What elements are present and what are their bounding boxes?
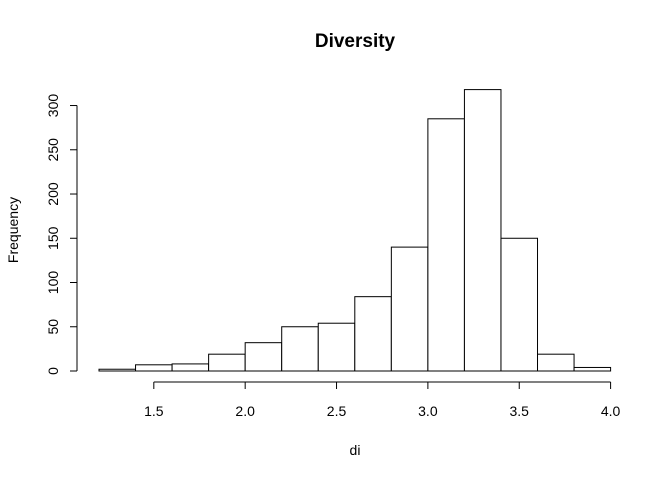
x-tick-label: 4.0 xyxy=(601,403,621,419)
y-tick-label: 100 xyxy=(45,271,61,295)
histogram-bar xyxy=(317,322,356,372)
histogram-bar xyxy=(537,353,575,372)
y-tick-label: 0 xyxy=(45,367,61,375)
x-tick-label: 1.5 xyxy=(144,403,164,419)
histogram-bar xyxy=(281,326,319,372)
histogram-bar xyxy=(98,368,137,372)
histogram-bar xyxy=(135,364,173,372)
histogram-bar xyxy=(208,353,246,372)
y-tick-label: 300 xyxy=(45,94,61,118)
y-tick-label: 150 xyxy=(45,226,61,250)
x-tick-label: 2.0 xyxy=(235,403,255,419)
x-axis: 1.5 2.0 2.5 3.0 3.5 4.0 xyxy=(144,381,621,419)
histogram-bar xyxy=(390,246,429,372)
histogram-bar xyxy=(573,366,612,372)
histogram-bar xyxy=(427,118,465,372)
histogram-bar xyxy=(463,89,502,372)
x-tick-label: 2.5 xyxy=(327,403,347,419)
histogram-bars xyxy=(98,89,612,372)
x-tick-label: 3.0 xyxy=(418,403,438,419)
chart-title: Diversity xyxy=(315,31,396,52)
histogram-bar xyxy=(500,237,539,372)
y-tick-label: 50 xyxy=(45,319,61,335)
histogram-bar xyxy=(171,363,210,372)
histogram-bar xyxy=(354,296,392,372)
y-tick-label: 250 xyxy=(45,138,61,162)
y-axis: 0 50 100 150 200 250 300 xyxy=(45,94,78,375)
y-axis-label: Frequency xyxy=(5,197,21,263)
x-axis-label: di xyxy=(350,442,361,458)
y-tick-label: 200 xyxy=(45,182,61,206)
histogram-bar xyxy=(244,342,283,372)
x-tick-label: 3.5 xyxy=(510,403,530,419)
